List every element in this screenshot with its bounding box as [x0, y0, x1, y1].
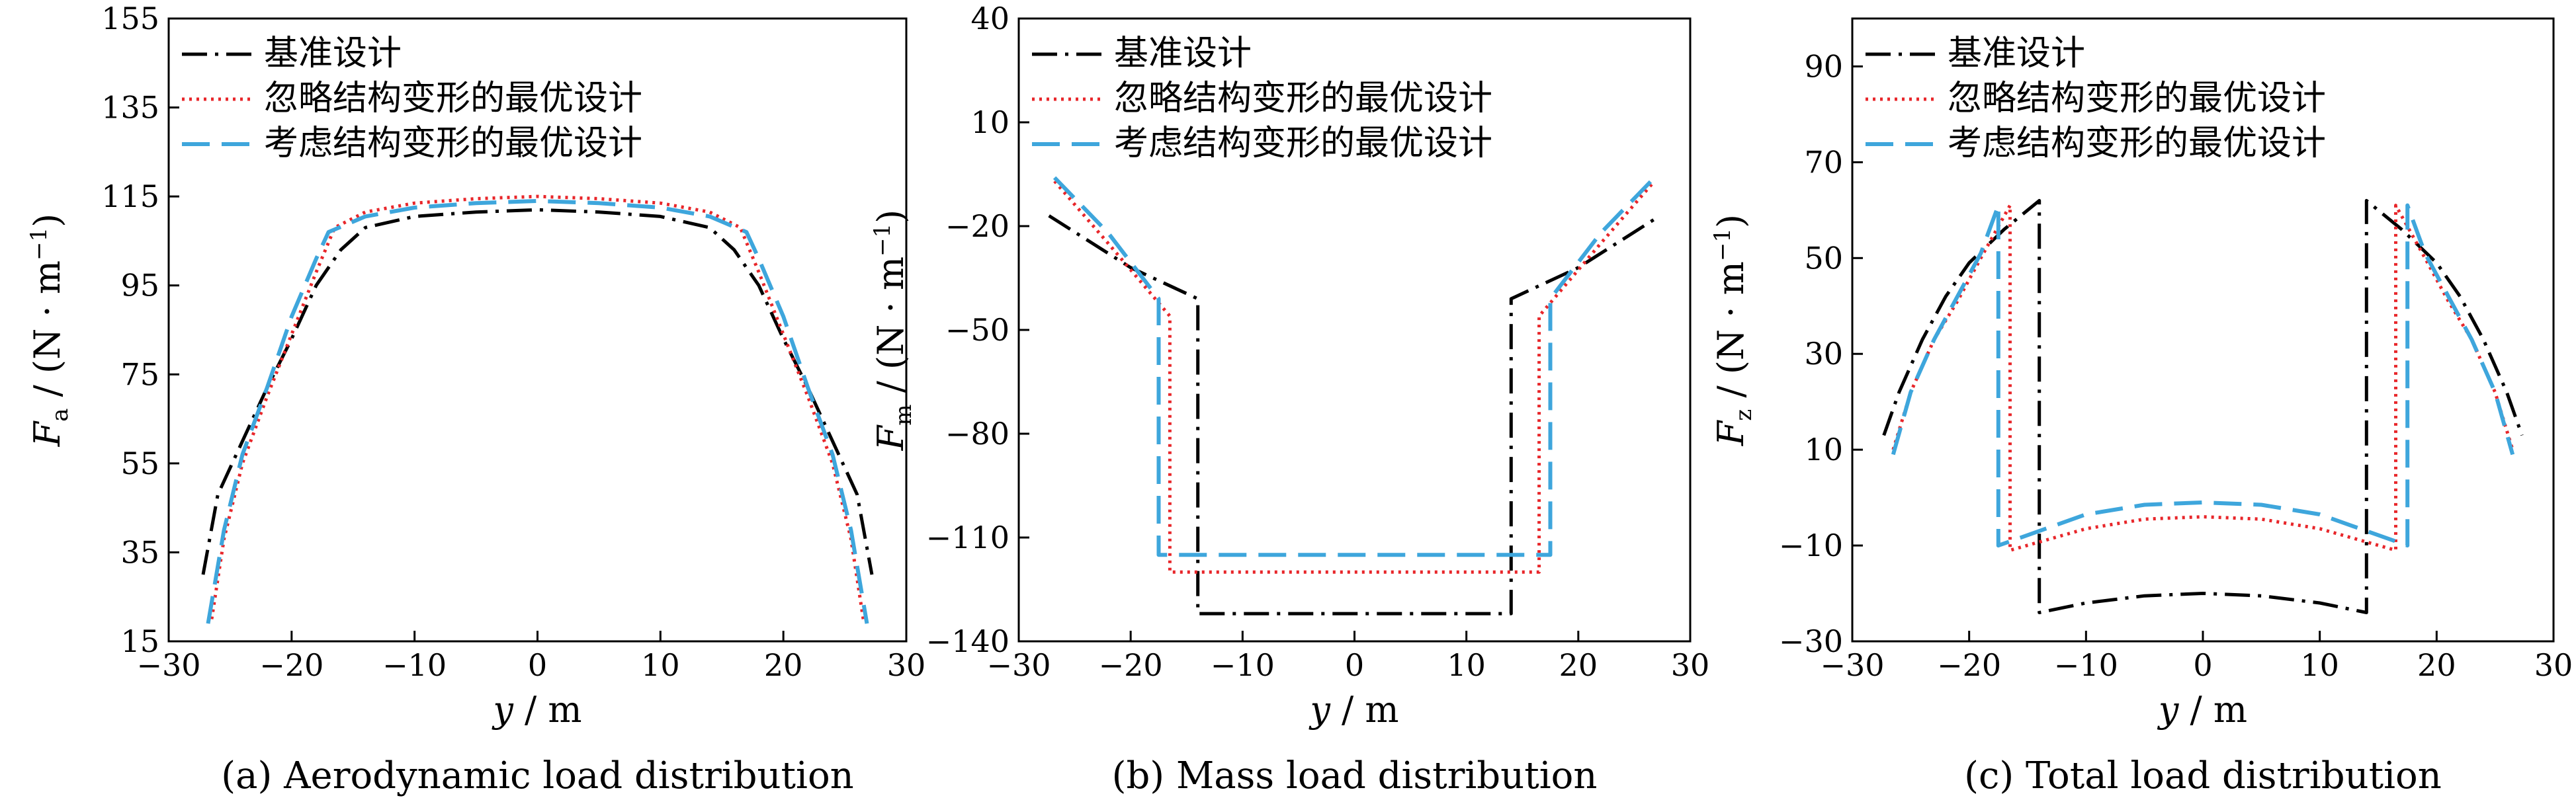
y-axis-label: Fz / (N · m−1): [1709, 214, 1757, 446]
x-tick-label: −20: [259, 647, 323, 683]
y-tick-label: −50: [945, 312, 1009, 348]
x-tick-label: 20: [2417, 647, 2456, 683]
y-tick-label: 135: [101, 90, 159, 126]
y-tick-label: 35: [120, 534, 159, 570]
legend-label: 考虑结构变形的最优设计: [1114, 124, 1492, 163]
series-group: [201, 194, 874, 624]
y-axis-label: Fm / (N · m−1): [869, 210, 917, 451]
y-tick-label: 40: [970, 1, 1009, 36]
legend-label: 忽略结构变形的最优设计: [1948, 79, 2326, 118]
x-tick-label: −10: [2054, 647, 2118, 683]
x-axis-label: y / m: [492, 689, 581, 731]
y-axis-label: Fa / (N · m−1): [26, 214, 73, 448]
series-line-dashed: [206, 198, 869, 624]
x-tick-label: 30: [887, 647, 926, 683]
x-tick-label: −30: [136, 647, 200, 683]
x-tick-label: 20: [764, 647, 803, 683]
y-tick-label: 50: [1804, 240, 1843, 276]
series-line-dashdot: [201, 208, 874, 575]
panel-caption: (b) Mass load distribution: [1112, 754, 1598, 797]
legend-label: 基准设计: [1948, 34, 2085, 73]
y-tick-label: −20: [945, 208, 1009, 244]
x-tick-label: 30: [2534, 647, 2573, 683]
series-line-dotted: [1891, 204, 2514, 552]
y-tick-label: 115: [101, 179, 159, 214]
series-line-dashdot: [1882, 198, 2524, 614]
series-group: [1048, 176, 1661, 616]
series-line-dashed: [1891, 203, 2515, 548]
x-axis-label: y / m: [2157, 689, 2247, 731]
panel-aerodynamic: −30 −20 −10 0 10 20 30 15 35 55 75 95 115 135 155 y / m…: [26, 1, 925, 797]
series-line-dotted: [210, 194, 865, 620]
x-tick-label: −20: [1099, 647, 1163, 683]
x-tick-label: −30: [986, 647, 1051, 683]
y-tick-label: −30: [1779, 623, 1843, 659]
y-tick-label: −140: [926, 623, 1009, 659]
x-tick-label: 0: [528, 647, 547, 683]
legend-label: 忽略结构变形的最优设计: [1114, 79, 1492, 118]
x-tick-label: 10: [2300, 647, 2339, 683]
series-line-dotted: [1053, 180, 1656, 574]
x-tick-label: 20: [1559, 647, 1598, 683]
y-tick-label: −110: [926, 520, 1009, 555]
y-tick-label: 75: [120, 356, 159, 392]
legend-label: 考虑结构变形的最优设计: [264, 124, 642, 163]
y-tick-label: 155: [101, 1, 159, 36]
series-line-dashdot: [1048, 214, 1661, 616]
y-tick-label: 30: [1804, 336, 1843, 372]
legend-label: 忽略结构变形的最优设计: [264, 79, 642, 118]
series-line-dashed: [1052, 176, 1656, 557]
y-tick-label: 95: [120, 268, 159, 303]
x-tick-label: 30: [1671, 647, 1710, 683]
y-tick-label: 70: [1804, 144, 1843, 180]
panel-caption: (a) Aerodynamic load distribution: [221, 754, 854, 797]
x-tick-label: 10: [641, 647, 680, 683]
y-tick-label: 15: [120, 623, 159, 659]
x-tick-label: −10: [382, 647, 447, 683]
x-tick-label: 10: [1447, 647, 1486, 683]
x-tick-label: −20: [1937, 647, 2001, 683]
y-tick-label: 90: [1804, 48, 1843, 84]
series-group: [1882, 198, 2524, 614]
legend-label: 基准设计: [264, 34, 402, 73]
x-axis-label: y / m: [1309, 689, 1398, 731]
panel-caption: (c) Total load distribution: [1964, 754, 2442, 797]
x-tick-label: −30: [1820, 647, 1884, 683]
legend-label: 考虑结构变形的最优设计: [1948, 124, 2326, 163]
x-tick-label: 0: [1345, 647, 1364, 683]
y-tick-label: 10: [970, 104, 1009, 140]
y-tick-label: −10: [1779, 528, 1843, 563]
y-tick-label: 55: [120, 446, 159, 481]
y-tick-label: −80: [945, 416, 1009, 452]
x-tick-label: 0: [2193, 647, 2212, 683]
legend-label: 基准设计: [1114, 34, 1252, 73]
panel-total: −30 −20 −10 0 10 20 30 −30 −10 10 30 50 70 90 y / m Fz …: [1709, 17, 2573, 797]
y-tick-label: 10: [1804, 432, 1843, 467]
x-tick-label: −10: [1211, 647, 1275, 683]
